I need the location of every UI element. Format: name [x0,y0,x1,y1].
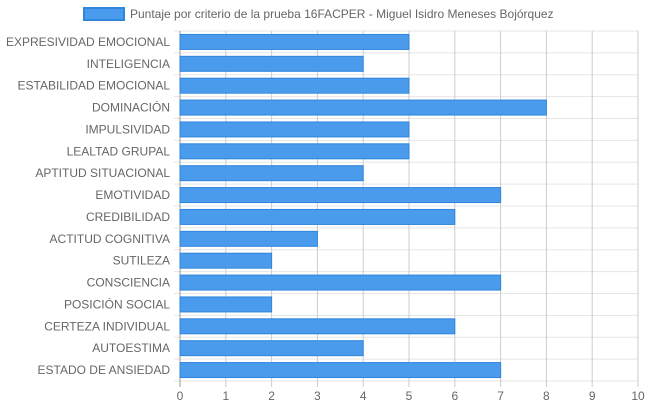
bar[interactable] [179,252,273,269]
bar[interactable] [179,33,410,50]
category-label: ESTABILIDAD EMOCIONAL [18,79,171,93]
legend-label: Puntaje por criterio de la prueba 16FACP… [130,7,554,21]
x-tick-label: 4 [360,389,367,403]
bar[interactable] [179,318,456,335]
category-label: CERTEZA INDIVIDUAL [44,319,170,333]
bar[interactable] [179,77,410,94]
category-label: LEALTAD GRUPAL [67,144,171,158]
category-label: CONSCIENCIA [87,276,170,290]
bar[interactable] [179,187,502,204]
x-tick-label: 7 [497,389,504,403]
bar[interactable] [179,165,364,182]
category-label: EXPRESIVIDAD EMOCIONAL [6,35,170,49]
bars [179,33,547,379]
x-tick-label: 10 [631,389,645,403]
category-label: AUTOESTIMA [92,341,170,355]
x-tick-label: 2 [268,389,275,403]
bar[interactable] [179,362,502,379]
category-label: POSICIÓN SOCIAL [64,296,170,311]
x-tick-label: 9 [589,389,596,403]
x-tick-label: 1 [222,389,229,403]
x-axis-ticks: 0 1 2 3 4 5 6 7 8 9 10 [177,389,645,403]
category-label: INTELIGENCIA [87,57,170,71]
bar[interactable] [179,121,410,138]
category-label: CREDIBILIDAD [86,210,170,224]
x-tick-label: 8 [543,389,550,403]
category-label: ACTITUD COGNITIVA [50,232,170,246]
x-tick-label: 5 [406,389,413,403]
category-label: APTITUD SITUACIONAL [35,166,170,180]
bar[interactable] [179,274,502,291]
category-label: ESTADO DE ANSIEDAD [38,363,171,377]
bar[interactable] [179,55,364,72]
bar[interactable] [179,296,273,313]
bar[interactable] [179,230,318,247]
bar[interactable] [179,340,364,357]
x-tick-label: 0 [177,389,184,403]
category-label: DOMINACIÓN [92,100,170,115]
bar[interactable] [179,208,456,225]
category-label: SUTILEZA [113,254,170,268]
legend[interactable]: Puntaje por criterio de la prueba 16FACP… [83,7,554,21]
bar[interactable] [179,143,410,160]
category-labels: EXPRESIVIDAD EMOCIONAL INTELIGENCIA ESTABI… [6,35,170,377]
category-label: EMOTIVIDAD [95,188,170,202]
x-tick-label: 6 [451,389,458,403]
category-label: IMPULSIVIDAD [85,122,170,136]
x-tick-label: 3 [314,389,321,403]
legend-swatch [83,7,125,21]
bar[interactable] [179,99,547,116]
